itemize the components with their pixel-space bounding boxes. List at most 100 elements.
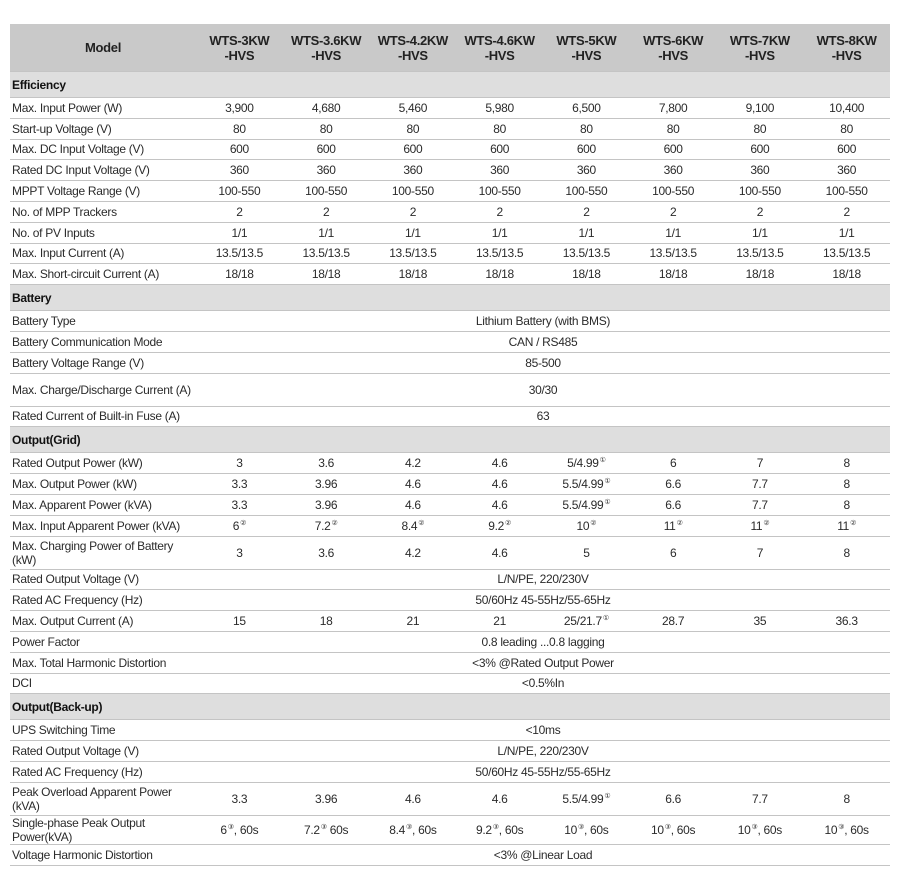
- spec-value: 2: [196, 201, 283, 223]
- spec-value: 600: [282, 139, 370, 161]
- spec-value-all-models: 85-500: [196, 352, 890, 374]
- spec-value: 11②: [629, 515, 717, 537]
- spec-row: Battery Voltage Range (V) 85-500: [10, 352, 890, 374]
- spec-value: 6.6: [629, 782, 717, 816]
- spec-row: Max. Input Power (W) 3,900 4,680 5,460 5,980…: [10, 97, 890, 119]
- model-column-header: WTS-4.6KW -HVS: [456, 24, 543, 72]
- model-column-header: WTS-6KW -HVS: [629, 24, 717, 72]
- spec-value: 80: [196, 118, 283, 140]
- spec-value: 18/18: [282, 263, 370, 286]
- spec-value: 360: [803, 159, 890, 182]
- spec-row: Max. Total Harmonic Distortion <3% @Rated…: [10, 652, 890, 674]
- spec-value: 360: [369, 159, 457, 182]
- value-text: 5.5/4.99: [562, 497, 604, 512]
- footnote-marker: ③: [227, 823, 234, 831]
- value-text: 7.2: [314, 518, 331, 533]
- spec-value-all-models: 50/60Hz 45-55Hz/55-65Hz: [196, 589, 890, 612]
- value-text: 11: [837, 518, 850, 533]
- model-name-line: WTS-6KW: [643, 32, 704, 48]
- spec-value: 5/4.99①: [543, 452, 630, 475]
- value-text: 10: [564, 822, 577, 837]
- spec-label: Battery Voltage Range (V): [10, 352, 196, 374]
- spec-value: 80: [629, 118, 717, 140]
- model-name-line: WTS-7KW: [729, 32, 790, 48]
- spec-label: Rated Current of Built-in Fuse (A): [10, 406, 196, 428]
- spec-label: Max. Input Apparent Power (kVA): [10, 515, 196, 537]
- spec-value: 7.2③ 60s: [282, 815, 370, 845]
- spec-value: 100-550: [282, 180, 370, 202]
- spec-value: 3.6: [282, 536, 370, 570]
- spec-value: 18/18: [629, 263, 717, 286]
- spec-value: 80: [369, 118, 457, 140]
- model-name-line: -HVS: [224, 47, 255, 63]
- model-name-line: WTS-3.6KW: [291, 32, 362, 48]
- model-name-line: WTS-4.6KW: [464, 32, 536, 48]
- spec-label: Max. Charging Power of Battery (kW): [10, 536, 196, 570]
- spec-value: 36.3: [803, 610, 890, 632]
- spec-value: 5,460: [369, 97, 457, 119]
- spec-row: Rated Output Voltage (V) L/N/PE, 220/230V: [10, 569, 890, 591]
- footnote-marker: ③: [320, 823, 327, 831]
- spec-value: 8: [803, 494, 890, 516]
- value-text: 8.4: [401, 518, 418, 533]
- model-name-line: WTS-4.2KW: [377, 32, 449, 48]
- spec-value-all-models: L/N/PE, 220/230V: [196, 740, 890, 762]
- spec-label: Rated AC Frequency (Hz): [10, 761, 196, 783]
- spec-value: 8: [803, 473, 890, 495]
- value-text: 6: [232, 518, 240, 533]
- value-suffix: , 60s: [844, 822, 869, 837]
- spec-value: 3.3: [196, 782, 283, 816]
- spec-label: MPPT Voltage Range (V): [10, 180, 196, 202]
- spec-table: Model WTS-3KW -HVS WTS-3.6KW -HVS WTS-4.2KW -…: [10, 24, 890, 866]
- spec-row: Battery Communication Mode CAN / RS485: [10, 331, 890, 353]
- model-name-line: -HVS: [397, 47, 428, 63]
- spec-value: 10③, 60s: [803, 815, 890, 845]
- spec-value: 600: [629, 139, 717, 161]
- spec-value: 8: [803, 452, 890, 475]
- spec-value: 10③, 60s: [629, 815, 717, 845]
- spec-row: Battery Type Lithium Battery (with BMS): [10, 310, 890, 332]
- spec-value-all-models: 50/60Hz 45-55Hz/55-65Hz: [196, 761, 890, 783]
- footnote-marker: ②: [331, 519, 338, 527]
- spec-value: 21: [456, 610, 543, 632]
- spec-row: Peak Overload Apparent Power (kVA) 3.3 3.9…: [10, 782, 890, 816]
- header-row: Model WTS-3KW -HVS WTS-3.6KW -HVS WTS-4.2KW -…: [10, 24, 890, 72]
- spec-value: 80: [456, 118, 543, 140]
- footnote-marker: ②: [418, 519, 425, 527]
- spec-value: 600: [196, 139, 283, 161]
- spec-value: 13.5/13.5: [803, 243, 890, 265]
- spec-value: 13.5/13.5: [716, 243, 804, 265]
- spec-value: 8: [803, 782, 890, 816]
- footnote-marker: ②: [763, 519, 770, 527]
- model-column-header: WTS-5KW -HVS: [543, 24, 630, 72]
- spec-value: 6,500: [543, 97, 630, 119]
- spec-value: 7.7: [716, 494, 804, 516]
- spec-label: Battery Communication Mode: [10, 331, 196, 353]
- spec-label: Rated Output Voltage (V): [10, 740, 196, 762]
- spec-value: 360: [629, 159, 717, 182]
- spec-label: Max. Output Power (kW): [10, 473, 196, 495]
- value-text: 9.2: [475, 822, 492, 837]
- spec-value: 1/1: [369, 222, 457, 244]
- spec-value-all-models: <10ms: [196, 719, 890, 742]
- spec-value-all-models: 0.8 leading ...0.8 lagging: [196, 631, 890, 653]
- spec-value: 4.2: [369, 452, 457, 475]
- spec-value: 35: [716, 610, 804, 632]
- spec-value: 7: [716, 452, 804, 475]
- spec-value-all-models: 30/30: [196, 373, 890, 407]
- spec-value: 600: [456, 139, 543, 161]
- spec-value: 7.7: [716, 782, 804, 816]
- spec-value: 1/1: [803, 222, 890, 244]
- model-name-line: -HVS: [484, 47, 515, 63]
- value-suffix: 60s: [326, 822, 349, 837]
- model-name-line: -HVS: [744, 47, 775, 63]
- spec-row: Max. Output Power (kW) 3.3 3.96 4.6 4.6 5.5/4…: [10, 473, 890, 495]
- model-name-line: -HVS: [311, 47, 342, 63]
- footnote-marker: ②: [676, 519, 683, 527]
- spec-value: 9.2②: [456, 515, 543, 537]
- spec-label: Rated DC Input Voltage (V): [10, 159, 196, 182]
- spec-value: 18: [282, 610, 370, 632]
- spec-value-all-models: 63: [196, 406, 890, 428]
- spec-value: 13.5/13.5: [456, 243, 543, 265]
- spec-row: DCI <0.5%In: [10, 673, 890, 695]
